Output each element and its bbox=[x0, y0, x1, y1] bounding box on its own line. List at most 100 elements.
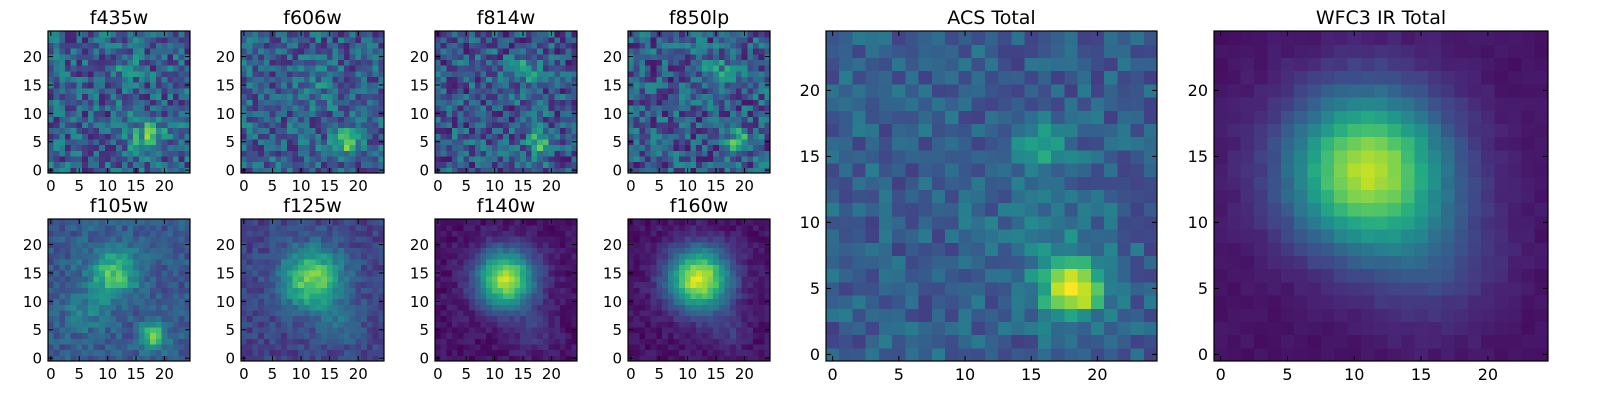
heatmap-cell bbox=[48, 161, 55, 168]
heatmap-cell bbox=[650, 110, 657, 117]
heatmap-cell bbox=[269, 343, 276, 351]
heatmap-cell bbox=[155, 36, 163, 43]
heatmap-cell bbox=[730, 65, 737, 72]
heatmap-cell bbox=[121, 167, 129, 174]
heatmap-cell bbox=[355, 87, 362, 95]
heatmap-cell bbox=[155, 104, 163, 112]
heatmap-cell bbox=[503, 309, 510, 317]
heatmap-cell bbox=[76, 138, 83, 146]
heatmap-cell bbox=[355, 326, 362, 334]
heatmap-cell bbox=[65, 355, 72, 362]
heatmap-cell bbox=[298, 144, 305, 151]
heatmap-cell bbox=[178, 59, 185, 66]
heatmap-cell bbox=[724, 121, 731, 129]
heatmap-cell bbox=[446, 270, 453, 277]
heatmap-cell bbox=[571, 93, 578, 100]
heatmap-cell bbox=[298, 99, 305, 106]
heatmap-cell bbox=[332, 326, 339, 334]
heatmap-cell bbox=[491, 53, 499, 60]
heatmap-cell bbox=[372, 53, 379, 60]
heatmap-cell bbox=[463, 253, 470, 260]
heatmap-cell bbox=[292, 127, 299, 134]
heatmap-cell bbox=[633, 326, 640, 334]
heatmap-cell bbox=[463, 287, 470, 294]
heatmap-cell bbox=[503, 292, 510, 300]
heatmap-cell bbox=[133, 150, 140, 157]
heatmap-cell bbox=[65, 321, 72, 328]
heatmap-cell bbox=[559, 236, 567, 243]
heatmap-cell bbox=[440, 338, 447, 345]
heatmap-cell bbox=[554, 253, 561, 260]
heatmap-cell bbox=[121, 343, 129, 351]
heatmap-cell bbox=[446, 287, 453, 294]
heatmap-cell bbox=[690, 138, 697, 146]
heatmap-cell bbox=[161, 224, 168, 231]
heatmap-cell bbox=[361, 93, 368, 100]
heatmap-cell bbox=[309, 127, 316, 134]
heatmap-cell bbox=[724, 48, 731, 55]
heatmap-cell bbox=[542, 138, 550, 146]
heatmap-cell bbox=[121, 133, 129, 140]
heatmap-cell bbox=[457, 309, 464, 317]
heatmap-cell bbox=[184, 155, 191, 163]
heatmap-cell bbox=[48, 121, 55, 129]
heatmap-cell bbox=[559, 355, 567, 362]
heatmap-cell bbox=[155, 253, 163, 260]
heatmap-cell bbox=[65, 253, 72, 260]
heatmap-cell bbox=[338, 93, 345, 100]
heatmap-cell bbox=[332, 349, 339, 356]
heatmap-cell bbox=[457, 247, 464, 254]
heatmap-cell bbox=[286, 155, 294, 163]
heatmap-cell bbox=[378, 116, 385, 123]
heatmap-cell bbox=[480, 82, 487, 89]
heatmap-cell bbox=[252, 247, 259, 254]
heatmap-cell bbox=[144, 349, 151, 356]
heatmap-cell bbox=[514, 31, 521, 38]
heatmap-cell bbox=[48, 258, 55, 266]
heatmap-cell bbox=[127, 93, 134, 100]
heatmap-cell bbox=[246, 309, 254, 317]
heatmap-cell bbox=[650, 343, 657, 351]
heatmap-cell bbox=[542, 144, 550, 151]
heatmap-cell bbox=[662, 343, 669, 351]
heatmap-cell bbox=[315, 247, 322, 254]
heatmap-cell bbox=[452, 167, 459, 174]
heatmap-cell bbox=[93, 76, 100, 83]
heatmap-cell bbox=[503, 258, 510, 266]
heatmap-cell bbox=[321, 110, 328, 117]
y-tick-label: 10 bbox=[410, 293, 429, 311]
heatmap-cell bbox=[554, 326, 561, 334]
heatmap-cell bbox=[457, 48, 464, 55]
heatmap-cell bbox=[355, 264, 362, 271]
heatmap-cell bbox=[133, 343, 140, 351]
heatmap-cell bbox=[338, 343, 345, 351]
heatmap-cell bbox=[724, 275, 731, 283]
heatmap-cell bbox=[446, 116, 453, 123]
heatmap-cell bbox=[59, 82, 66, 89]
heatmap-cell bbox=[93, 309, 100, 317]
heatmap-cell bbox=[537, 349, 544, 356]
heatmap-cell bbox=[548, 321, 555, 328]
heatmap-cell bbox=[508, 241, 516, 248]
heatmap-cell bbox=[343, 53, 351, 60]
heatmap-cell bbox=[440, 76, 447, 83]
heatmap-cell bbox=[178, 304, 185, 311]
heatmap-cell bbox=[275, 48, 282, 55]
heatmap-cell bbox=[110, 355, 117, 362]
heatmap-cell bbox=[263, 36, 271, 43]
heatmap-cell bbox=[155, 298, 163, 305]
heatmap-cell bbox=[679, 87, 686, 95]
heatmap-cell bbox=[286, 48, 294, 55]
heatmap-cell bbox=[497, 150, 504, 157]
heatmap-cell bbox=[514, 59, 521, 66]
heatmap-cell bbox=[554, 304, 561, 311]
heatmap-cell bbox=[469, 48, 476, 55]
heatmap-cell bbox=[184, 99, 191, 106]
heatmap-cell bbox=[258, 309, 265, 317]
heatmap-cell bbox=[269, 42, 276, 49]
heatmap-cell bbox=[361, 321, 368, 328]
heatmap-cell bbox=[525, 36, 533, 43]
heatmap-cell bbox=[321, 304, 328, 311]
heatmap-cell bbox=[378, 161, 385, 168]
heatmap-cell bbox=[321, 133, 328, 140]
